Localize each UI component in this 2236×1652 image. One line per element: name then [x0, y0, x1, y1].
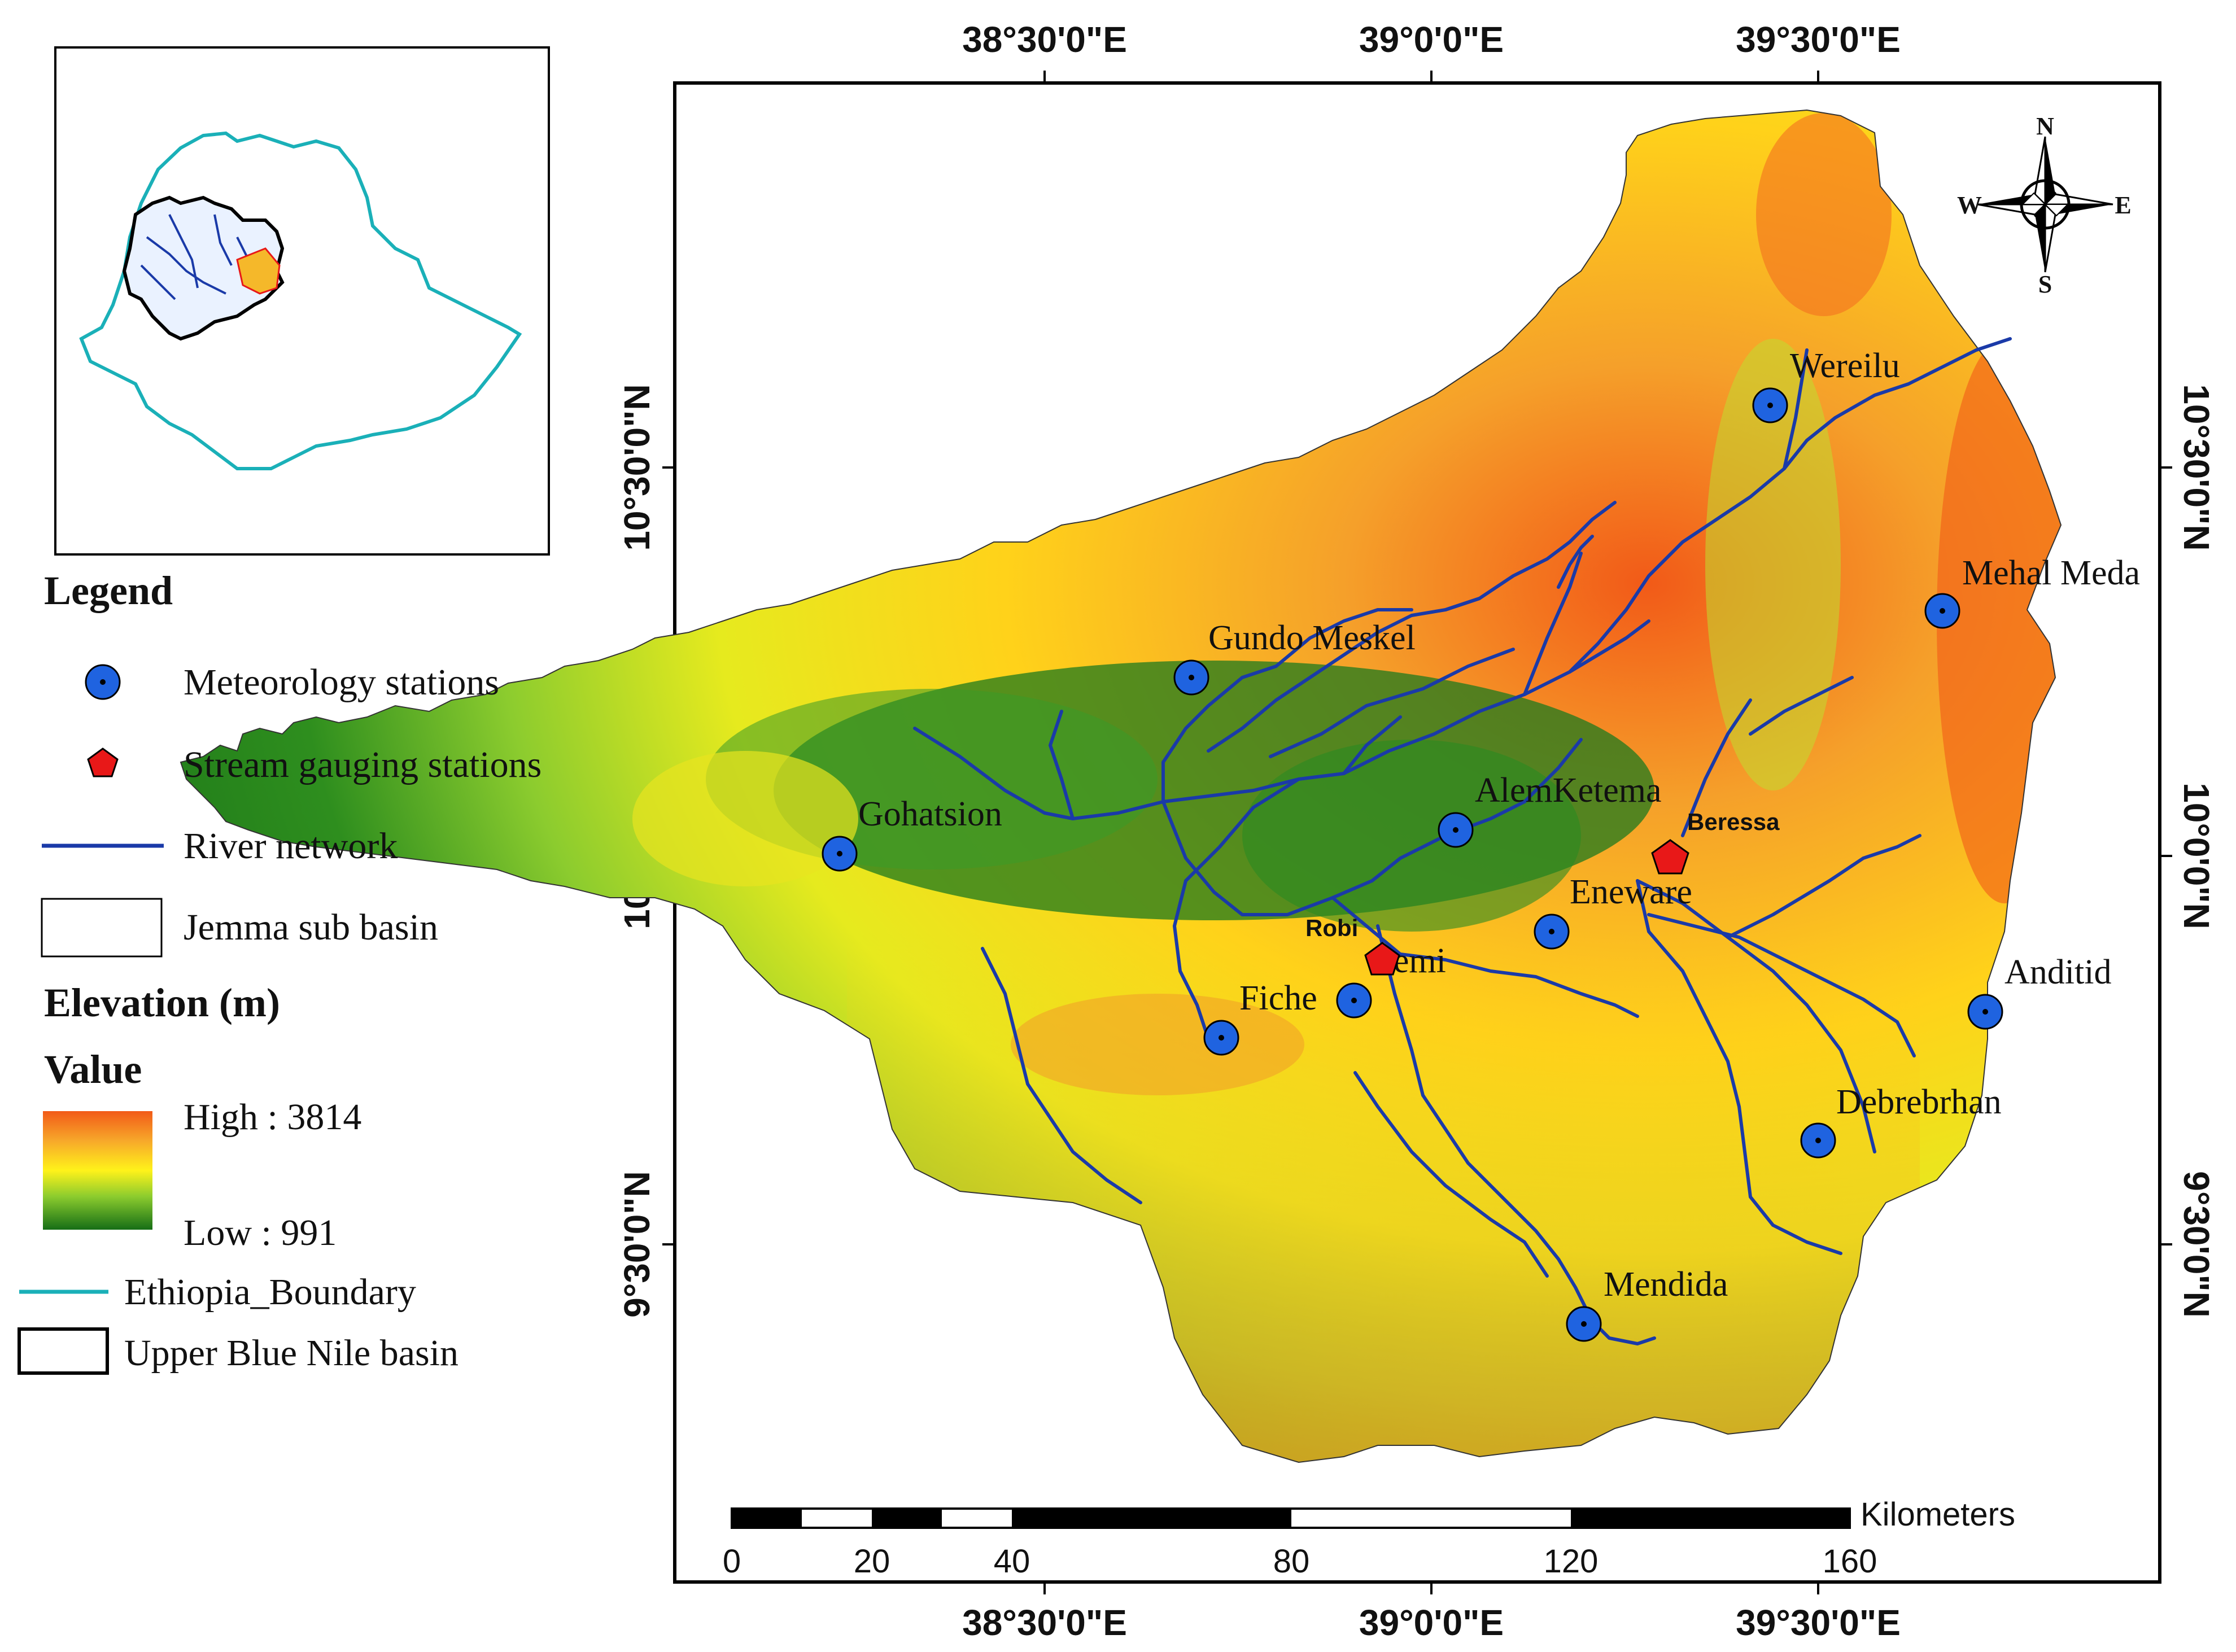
- scale-tick: 160: [1823, 1543, 1877, 1580]
- top-lon-label: 39°30'0"E: [1736, 19, 1901, 60]
- legend-low-label: Low : 991: [184, 1212, 337, 1253]
- graticule-ticks: [662, 71, 2172, 1594]
- station-marker[interactable]: [1967, 994, 2003, 1030]
- legend-gauge-symbol: [87, 748, 119, 777]
- gauge-label-beressa: Beressa: [1687, 808, 1780, 835]
- compass-south: S: [2038, 270, 2052, 298]
- meteorology-stations: [822, 387, 2003, 1342]
- station-marker[interactable]: [1566, 1306, 1602, 1342]
- legend: Legend Meteorology stations Stream gaugi…: [18, 568, 541, 1375]
- scale-tick: 40: [994, 1543, 1030, 1580]
- station-marker[interactable]: [1752, 387, 1788, 423]
- right-lat-label: 10°0'0"N: [2176, 783, 2217, 929]
- station-label-eneware: Eneware: [1570, 873, 1692, 911]
- station-label-gundo-meskel: Gundo Meskel: [1208, 619, 1416, 657]
- right-lat-label: 9°30'0"N: [2176, 1171, 2217, 1318]
- legend-upper-blue-nile-symbol: [18, 1327, 109, 1375]
- scale-unit: Kilometers: [1861, 1496, 2015, 1533]
- station-label-fiche: Fiche: [1239, 979, 1317, 1017]
- inset-map: [54, 46, 550, 556]
- bottom-lon-label: 39°30'0"E: [1736, 1602, 1901, 1643]
- top-lon-label: 39°0'0"E: [1359, 19, 1504, 60]
- station-label-mehal-meda: Mehal Meda: [1962, 554, 2140, 592]
- station-label-gohatsion: Gohatsion: [858, 795, 1002, 833]
- legend-elevation-title: Elevation (m): [44, 980, 280, 1025]
- station-marker[interactable]: [1800, 1122, 1836, 1159]
- scale-tick: 120: [1544, 1543, 1599, 1580]
- legend-river-label: River network: [184, 825, 398, 867]
- compass-north: N: [2036, 112, 2054, 140]
- station-marker[interactable]: [822, 836, 858, 872]
- gauge-marker-robi[interactable]: [1364, 942, 1400, 976]
- scale-bar: [731, 1507, 1851, 1529]
- left-lat-label: 9°30'0"N: [617, 1171, 657, 1318]
- station-label-anditid: Anditid: [2004, 953, 2111, 991]
- river-network: [913, 337, 2012, 1345]
- station-marker[interactable]: [1534, 914, 1570, 950]
- station-marker[interactable]: [1924, 593, 1960, 629]
- station-label-wereilu: Wereilu: [1790, 347, 1900, 385]
- station-marker[interactable]: [1336, 982, 1372, 1019]
- legend-high-label: High : 3814: [184, 1096, 361, 1138]
- north-arrow: [1977, 136, 2113, 273]
- scale-tick: 20: [854, 1543, 890, 1580]
- legend-meteorology-label: Meteorology stations: [184, 662, 499, 703]
- station-label-mendida: Mendida: [1604, 1265, 1728, 1304]
- top-lon-label: 38°30'0"E: [962, 19, 1127, 60]
- legend-gauging-label: Stream gauging stations: [184, 744, 541, 785]
- station-marker[interactable]: [1438, 812, 1474, 848]
- legend-upper-blue-nile-label: Upper Blue Nile basin: [124, 1332, 458, 1374]
- upper-blue-nile-outline: [122, 195, 285, 341]
- legend-title: Legend: [44, 568, 173, 613]
- bottom-lon-label: 39°0'0"E: [1359, 1602, 1504, 1643]
- legend-value-label: Value: [44, 1047, 142, 1092]
- left-lat-label: 10°30'0"N: [617, 384, 657, 550]
- inset-jemma-highlight: [236, 247, 281, 295]
- inset-river-network: [140, 214, 250, 300]
- station-marker[interactable]: [1173, 659, 1209, 696]
- legend-subbasin-symbol: [41, 898, 163, 958]
- legend-subbasin-label: Jemma sub basin: [184, 907, 438, 948]
- legend-elevation-ramp: [43, 1111, 152, 1230]
- bottom-lon-label: 38°30'0"E: [962, 1602, 1127, 1643]
- scale-tick: 80: [1273, 1543, 1310, 1580]
- compass-west: W: [1957, 191, 1982, 219]
- gauge-marker-beressa[interactable]: [1651, 839, 1689, 875]
- compass-east: E: [2115, 191, 2131, 219]
- right-lat-label: 10°30'0"N: [2176, 384, 2217, 550]
- legend-ethiopia-label: Ethiopia_Boundary: [124, 1271, 416, 1313]
- station-label-debrebrhan: Debrebrhan: [1836, 1083, 2002, 1121]
- scale-tick: 0: [723, 1543, 741, 1580]
- gauge-label-robi: Robi: [1305, 915, 1358, 941]
- station-label-alemketema: AlemKetema: [1475, 771, 1662, 810]
- station-marker[interactable]: [1203, 1020, 1239, 1056]
- ethiopia-boundary-outline: [79, 131, 522, 470]
- gauging-stations: [1364, 839, 1689, 976]
